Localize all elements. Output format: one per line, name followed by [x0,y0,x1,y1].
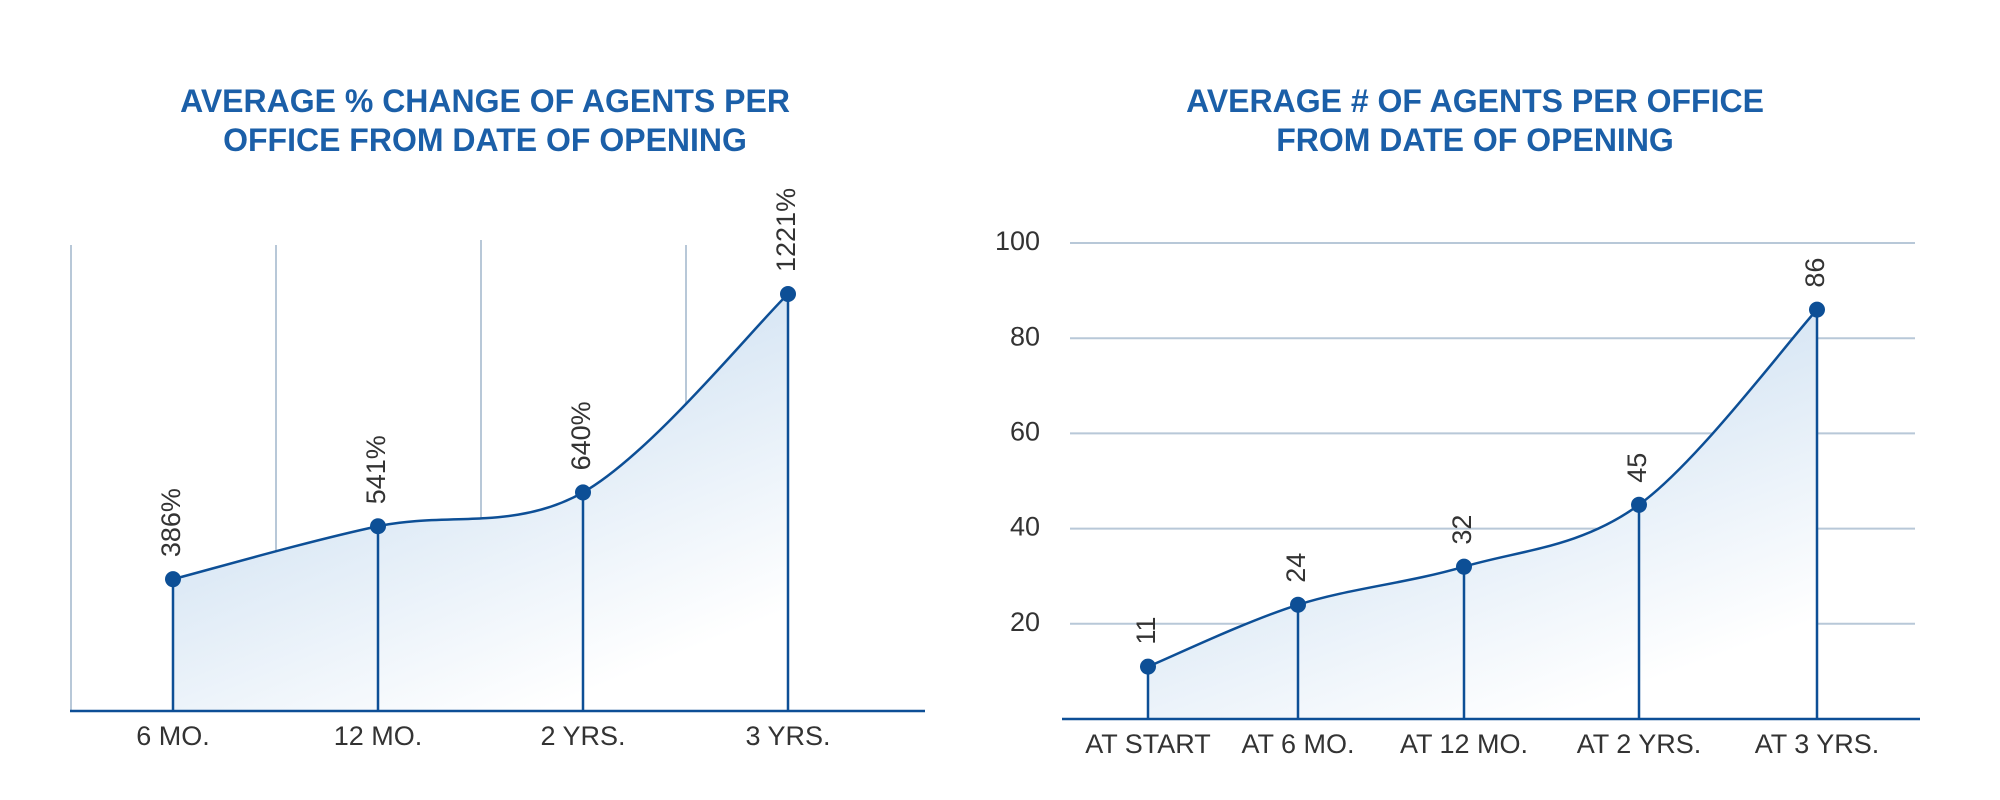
value-label: 386% [156,488,186,557]
x-tick-label: 12 MO. [334,721,423,751]
x-tick-label: AT START [1085,729,1211,759]
y-tick-label: 80 [1010,321,1040,351]
x-tick-label: AT 6 MO. [1241,729,1354,759]
y-tick-label: 20 [1010,607,1040,637]
value-label: 24 [1281,553,1311,583]
y-tick-label: 60 [1010,417,1040,447]
x-tick-label: 2 YRS. [540,721,625,751]
point [165,571,181,588]
value-label: 86 [1800,258,1830,288]
point [1456,558,1472,575]
point [370,518,386,535]
value-label: 45 [1622,453,1652,483]
value-label: 541% [361,435,391,504]
y-tick-label: 40 [1010,512,1040,542]
point [1631,496,1647,513]
chart-title: AVERAGE # OF AGENTS PER OFFICE FROM DATE… [1186,83,1764,158]
area [173,294,788,711]
value-label: 32 [1447,515,1477,545]
y-tick-label: 100 [995,226,1040,256]
x-tick-label: AT 2 YRS. [1577,729,1702,759]
point [575,484,591,501]
chart-title: AVERAGE % CHANGE OF AGENTS PER OFFICE FR… [180,83,790,158]
x-tick-label: AT 12 MO. [1400,729,1528,759]
value-label: 1221% [771,188,801,272]
x-tick-label: 6 MO. [136,721,210,751]
point [780,286,796,302]
value-label: 11 [1131,617,1161,645]
point [1809,301,1825,318]
line [1147,308,1818,668]
line [172,293,789,581]
x-tick-label: 3 YRS. [745,721,830,751]
x-tick-label: AT 3 YRS. [1755,729,1880,759]
value-label: 640% [566,401,596,470]
point [1290,596,1306,613]
point [1140,658,1156,675]
area [1148,309,1817,719]
